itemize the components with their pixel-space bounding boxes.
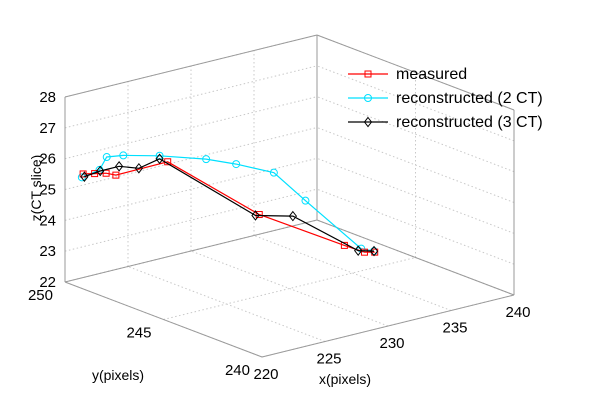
y-axis-label: y(pixels) (92, 367, 144, 383)
z-tick-label: 26 (39, 151, 56, 168)
series-line (81, 154, 375, 252)
z-tick-label: 25 (39, 182, 56, 199)
data-series (77, 151, 379, 257)
legend: measured reconstructed (2 CT) reconstructe… (348, 66, 543, 131)
data-point (255, 211, 263, 219)
x-tick-label: 240 (505, 304, 530, 321)
legend-label: measured (396, 66, 467, 83)
series-line (84, 158, 375, 252)
data-point (114, 161, 124, 172)
legend-swatch-marker (364, 70, 372, 78)
grid-line (64, 157, 318, 221)
data-point (269, 168, 278, 177)
grid-line (253, 235, 452, 311)
axis-edge (261, 294, 515, 358)
data-point (96, 165, 105, 177)
axis-edge (64, 281, 263, 358)
grid-line (316, 188, 515, 265)
x-tick-label: 220 (253, 366, 278, 383)
z-tick-label: 22 (39, 274, 56, 291)
series-circle (77, 151, 379, 256)
y-tick-label: 245 (126, 325, 151, 342)
axis-edge (316, 219, 515, 296)
x-tick-label: 235 (442, 320, 467, 337)
data-point (119, 151, 128, 160)
data-point (102, 153, 111, 162)
axes-box (64, 34, 515, 358)
legend-label: reconstructed (2 CT) (396, 90, 543, 107)
legend-item: reconstructed (3 CT) (348, 114, 543, 131)
legend-swatch-marker (364, 94, 372, 102)
y-tick-label: 240 (225, 362, 250, 379)
grid-line (163, 257, 416, 320)
data-point (251, 210, 260, 221)
data-point (134, 162, 144, 174)
grid-line (64, 127, 318, 190)
x-axis-label: x(pixels) (319, 371, 371, 387)
grid-line (316, 65, 515, 142)
data-point (354, 245, 363, 256)
series-line (83, 161, 375, 253)
data-point (102, 169, 110, 177)
grid-line (64, 188, 318, 252)
z-tick-label: 23 (39, 243, 56, 260)
axis-edge (316, 34, 515, 111)
grid-lines (64, 34, 515, 358)
grid-line (64, 65, 318, 129)
grid-line (316, 127, 515, 203)
data-point (155, 153, 164, 165)
legend-item: reconstructed (2 CT) (348, 90, 543, 107)
axis-edge (64, 219, 318, 283)
data-point (80, 171, 89, 183)
z-axis-label: z(CT slice) (28, 155, 44, 222)
x-tick-label: 230 (379, 335, 404, 352)
grid-line (64, 96, 318, 160)
data-point (360, 248, 368, 256)
series-diamond (80, 153, 379, 257)
grid-line (190, 250, 389, 327)
grid-line (316, 157, 515, 234)
z-tick-label: 28 (39, 89, 56, 106)
data-point (112, 171, 120, 179)
data-point (301, 196, 310, 205)
series-square (79, 158, 379, 256)
grid-line (316, 96, 515, 173)
legend-label: reconstructed (3 CT) (396, 114, 543, 131)
z-tick-label: 24 (39, 212, 56, 229)
axis-edge (64, 34, 318, 98)
data-point (232, 160, 241, 169)
data-point (288, 210, 298, 222)
legend-swatch-marker (363, 116, 373, 128)
x-tick-label: 225 (316, 351, 341, 368)
y-tick-label: 250 (28, 287, 53, 304)
z-tick-label: 27 (39, 120, 56, 137)
data-point (369, 245, 379, 257)
legend-item: measured (348, 66, 467, 83)
data-point (202, 155, 211, 164)
